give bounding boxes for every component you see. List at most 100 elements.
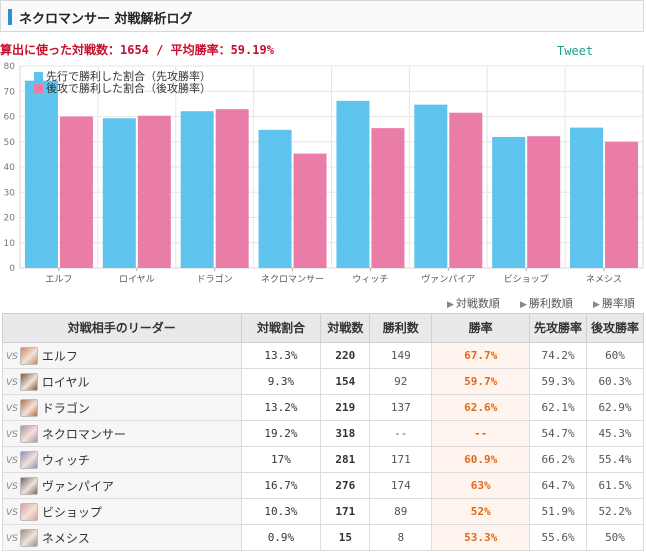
matches-cell: 154 bbox=[320, 368, 371, 395]
sort-by-matches-link[interactable]: ▶ 対戦数順 bbox=[447, 295, 500, 311]
summary-text: 算出に使った対戦数：1654 / 平均勝率：59.19% bbox=[0, 43, 274, 57]
table-header-row: 対戦相手のリーダー 対戦割合 対戦数 勝利数 勝率 先攻勝率 後攻勝率 bbox=[2, 313, 644, 343]
col-header-wins: 勝利数 bbox=[369, 313, 433, 343]
first-rate-cell: 51.9% bbox=[529, 498, 587, 525]
rate-cell: 63% bbox=[431, 472, 531, 499]
vs-label: VS bbox=[6, 430, 18, 440]
share-cell: 0.9% bbox=[240, 524, 322, 551]
second-rate-cell: 50% bbox=[586, 524, 644, 551]
leader-cell: VS エルフ bbox=[2, 342, 242, 369]
x-tick-label: ネメシス bbox=[586, 274, 622, 285]
y-tick-label: 70 bbox=[4, 87, 16, 97]
second-rate-bar bbox=[215, 109, 249, 268]
leader-name: ロイヤル bbox=[41, 375, 90, 389]
x-tick-label: ウィッチ bbox=[352, 274, 388, 285]
leader-name: ドラゴン bbox=[41, 401, 90, 415]
col-header-second-rate: 後攻勝率 bbox=[586, 313, 644, 343]
leader-cell: VS ネメシス bbox=[2, 524, 242, 551]
legend-swatch bbox=[34, 84, 43, 93]
first-rate-bar bbox=[336, 100, 370, 268]
rate-cell: -- bbox=[431, 420, 531, 447]
second-rate-cell: 45.3% bbox=[586, 420, 644, 447]
wins-cell: -- bbox=[369, 420, 433, 447]
y-tick-label: 40 bbox=[4, 163, 16, 173]
second-rate-bar bbox=[59, 116, 93, 268]
wins-cell: 137 bbox=[369, 394, 433, 421]
sort-label: 勝利数順 bbox=[528, 297, 573, 310]
x-tick-label: ドラゴン bbox=[197, 273, 233, 285]
second-rate-bar bbox=[449, 112, 483, 269]
win-rate-bar-chart: 0 10 20 30 40 50 60 70 80 エルフ ロイヤル ドラゴン ネクロマンサー ウィッチ ヴ… bbox=[4, 62, 644, 285]
legend-label: 後攻で勝利した割合（後攻勝率） bbox=[46, 81, 211, 95]
x-tick-label: ヴァンパイア bbox=[421, 273, 475, 285]
triangle-right-icon: ▶ bbox=[447, 300, 454, 310]
first-rate-bar bbox=[258, 129, 292, 268]
second-rate-bar bbox=[137, 115, 171, 269]
header-accent-bar bbox=[8, 9, 12, 25]
wins-cell: 149 bbox=[369, 342, 433, 369]
leader-avatar bbox=[19, 346, 38, 365]
first-rate-cell: 66.2% bbox=[529, 446, 587, 473]
matches-cell: 318 bbox=[320, 420, 371, 447]
y-tick-label: 80 bbox=[4, 62, 16, 72]
col-header-share: 対戦割合 bbox=[240, 313, 322, 343]
rate-cell: 52% bbox=[431, 498, 531, 525]
page-header: ネクロマンサー 対戦解析ログ bbox=[0, 0, 644, 32]
tweet-button[interactable]: Tweet bbox=[557, 44, 594, 58]
leader-cell: VS ヴァンパイア bbox=[2, 472, 242, 499]
first-rate-cell: 54.7% bbox=[529, 420, 587, 447]
x-tick-label: ビショップ bbox=[504, 274, 549, 285]
wins-cell: 8 bbox=[369, 524, 433, 551]
sort-by-wins-link[interactable]: ▶ 勝利数順 bbox=[520, 295, 573, 311]
y-tick-label: 10 bbox=[4, 239, 16, 249]
legend-label: 先行で勝利した割合（先攻勝率） bbox=[46, 69, 211, 83]
vs-label: VS bbox=[6, 378, 18, 388]
first-rate-bar bbox=[492, 136, 526, 268]
rate-cell: 60.9% bbox=[431, 446, 531, 473]
share-cell: 19.2% bbox=[240, 420, 322, 447]
leader-name: ネメシス bbox=[41, 531, 90, 545]
table-row: VS ヴァンパイア 16.7% 276 174 63% 64.7% 61.5% bbox=[2, 472, 644, 499]
leader-cell: VS ネクロマンサー bbox=[2, 420, 242, 447]
wins-cell: 89 bbox=[369, 498, 433, 525]
table-row: VS ネクロマンサー 19.2% 318 -- -- 54.7% 45.3% bbox=[2, 420, 644, 447]
col-header-rate: 勝率 bbox=[431, 313, 531, 343]
second-rate-bar bbox=[605, 141, 639, 268]
leader-avatar bbox=[19, 528, 38, 547]
wins-cell: 171 bbox=[369, 446, 433, 473]
first-rate-cell: 62.1% bbox=[529, 394, 587, 421]
leader-name: エルフ bbox=[41, 349, 78, 363]
first-rate-cell: 74.2% bbox=[529, 342, 587, 369]
leader-avatar bbox=[19, 450, 38, 469]
rate-cell: 59.7% bbox=[431, 368, 531, 395]
rate-cell: 67.7% bbox=[431, 342, 531, 369]
y-tick-label: 0 bbox=[9, 264, 15, 274]
matches-cell: 171 bbox=[320, 498, 371, 525]
second-rate-cell: 61.5% bbox=[586, 472, 644, 499]
y-tick-label: 60 bbox=[4, 113, 16, 123]
triangle-right-icon: ▶ bbox=[520, 300, 527, 310]
leader-avatar bbox=[19, 398, 38, 417]
vs-label: VS bbox=[6, 482, 18, 492]
vs-label: VS bbox=[6, 352, 18, 362]
matches-cell: 276 bbox=[320, 472, 371, 499]
share-cell: 13.2% bbox=[240, 394, 322, 421]
vs-label: VS bbox=[6, 534, 18, 544]
second-rate-bar bbox=[293, 153, 327, 268]
rate-cell: 62.6% bbox=[431, 394, 531, 421]
second-rate-cell: 52.2% bbox=[586, 498, 644, 525]
sort-label: 勝率順 bbox=[601, 297, 635, 310]
page-title: ネクロマンサー 対戦解析ログ bbox=[19, 12, 193, 27]
triangle-right-icon: ▶ bbox=[593, 300, 600, 310]
matches-cell: 281 bbox=[320, 446, 371, 473]
sort-by-rate-link[interactable]: ▶ 勝率順 bbox=[593, 295, 635, 311]
first-rate-cell: 64.7% bbox=[529, 472, 587, 499]
matchup-table: 対戦相手のリーダー 対戦割合 対戦数 勝利数 勝率 先攻勝率 後攻勝率 VS エル… bbox=[2, 313, 644, 551]
vs-label: VS bbox=[6, 456, 18, 466]
rate-cell: 53.3% bbox=[431, 524, 531, 551]
leader-name: ヴァンパイア bbox=[41, 479, 114, 493]
second-rate-bar bbox=[371, 128, 405, 268]
leader-name: ネクロマンサー bbox=[41, 427, 126, 441]
table-row: VS ネメシス 0.9% 15 8 53.3% 55.6% 50% bbox=[2, 524, 644, 551]
wins-cell: 92 bbox=[369, 368, 433, 395]
